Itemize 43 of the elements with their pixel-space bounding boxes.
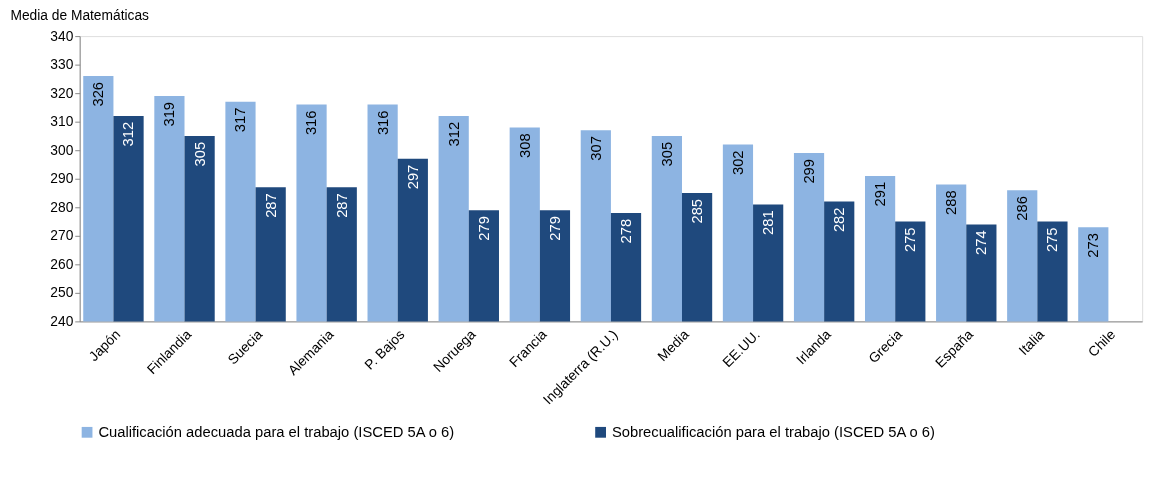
data-label: 282 bbox=[831, 207, 848, 233]
data-label: 319 bbox=[161, 101, 178, 127]
data-label: 297 bbox=[404, 164, 421, 190]
data-label: 279 bbox=[475, 216, 492, 241]
data-label: 316 bbox=[303, 110, 320, 136]
data-label: 273 bbox=[1085, 233, 1102, 258]
data-label: 286 bbox=[1014, 196, 1031, 221]
data-label: 308 bbox=[516, 133, 533, 158]
y-axis-title: Media de Matemáticas bbox=[10, 8, 150, 24]
y-tick-label: 340 bbox=[50, 28, 74, 44]
data-label: 307 bbox=[587, 136, 604, 161]
y-tick-label: 310 bbox=[50, 114, 74, 130]
data-label: 275 bbox=[1044, 227, 1061, 253]
legend-label: Sobrecualificación para el trabajo (ISCED 5A o 6) bbox=[611, 424, 935, 441]
data-label: 305 bbox=[658, 141, 675, 167]
data-label: 302 bbox=[729, 150, 746, 176]
data-label: 275 bbox=[902, 227, 919, 253]
data-label: 281 bbox=[760, 210, 777, 235]
legend-label: Cualificación adecuada para el trabajo (ISCED 5A o 6) bbox=[98, 424, 455, 441]
data-label: 279 bbox=[546, 216, 563, 241]
data-label: 299 bbox=[800, 158, 817, 184]
data-label: 326 bbox=[90, 81, 107, 107]
data-label: 274 bbox=[973, 230, 990, 255]
y-tick-label: 260 bbox=[50, 256, 74, 272]
data-label: 288 bbox=[943, 190, 960, 215]
y-tick-label: 290 bbox=[50, 171, 74, 187]
y-tick-label: 250 bbox=[50, 285, 74, 301]
y-tick-label: 240 bbox=[50, 313, 74, 329]
data-label: 305 bbox=[191, 141, 208, 167]
data-label: 316 bbox=[374, 110, 391, 136]
data-label: 312 bbox=[120, 121, 137, 147]
data-label: 285 bbox=[689, 198, 706, 224]
y-tick-label: 280 bbox=[50, 199, 74, 215]
data-label: 317 bbox=[232, 107, 249, 133]
data-label: 312 bbox=[445, 121, 462, 147]
data-label: 287 bbox=[262, 193, 279, 218]
data-label: 278 bbox=[617, 218, 634, 244]
data-label: 291 bbox=[872, 181, 889, 207]
data-label: 287 bbox=[333, 193, 350, 218]
y-tick-label: 330 bbox=[50, 57, 74, 73]
y-tick-label: 300 bbox=[50, 142, 74, 158]
y-tick-label: 320 bbox=[50, 85, 74, 101]
y-tick-label: 270 bbox=[50, 228, 74, 244]
